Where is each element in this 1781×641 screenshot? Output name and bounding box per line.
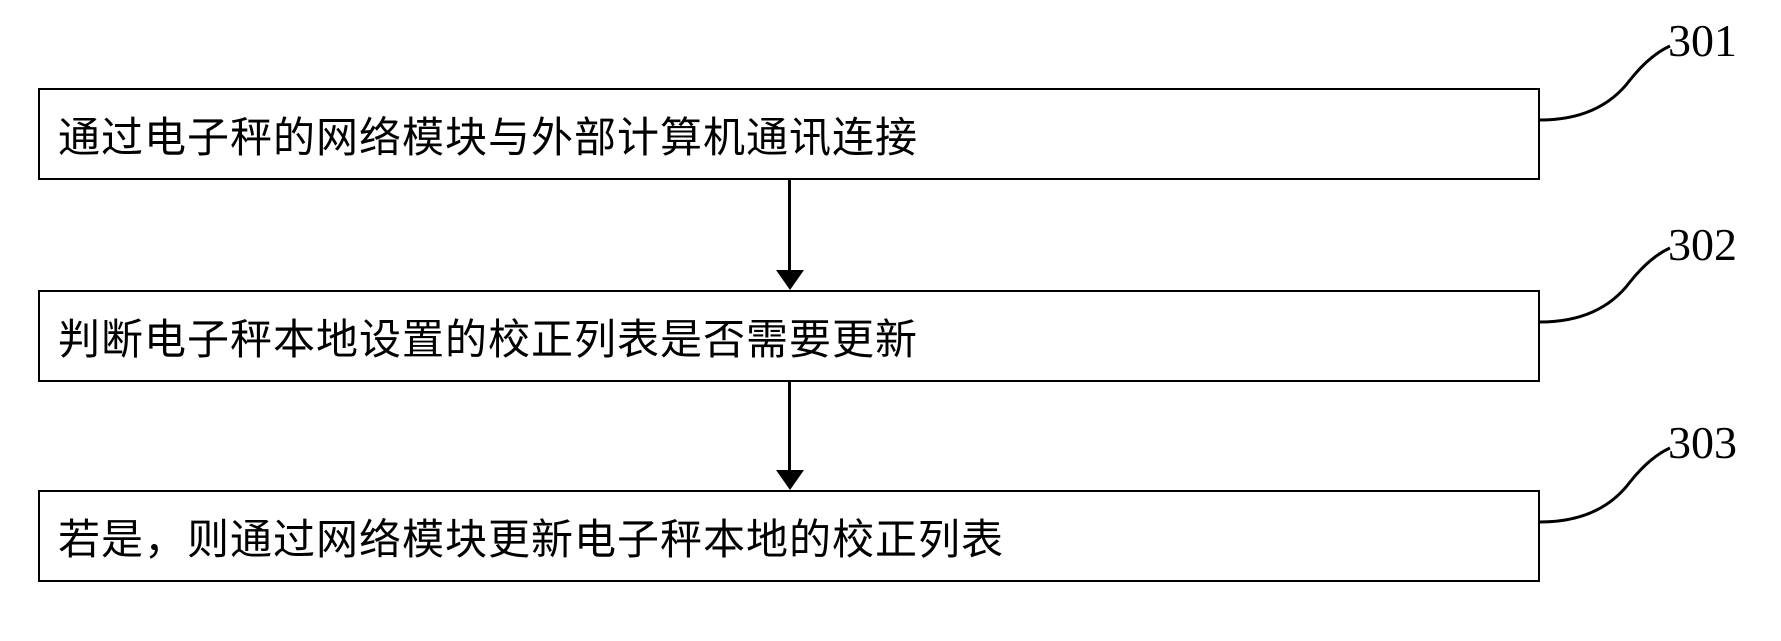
flow-arrow-2-line <box>788 382 791 476</box>
leader-line-1 <box>0 0 1781 641</box>
flow-arrow-1-line <box>788 180 791 276</box>
flowchart-canvas: 通过电子秤的网络模块与外部计算机通讯连接 判断电子秤本地设置的校正列表是否需要更… <box>0 0 1781 641</box>
flow-arrow-2-head <box>776 470 804 490</box>
flow-arrow-1-head <box>776 270 804 290</box>
